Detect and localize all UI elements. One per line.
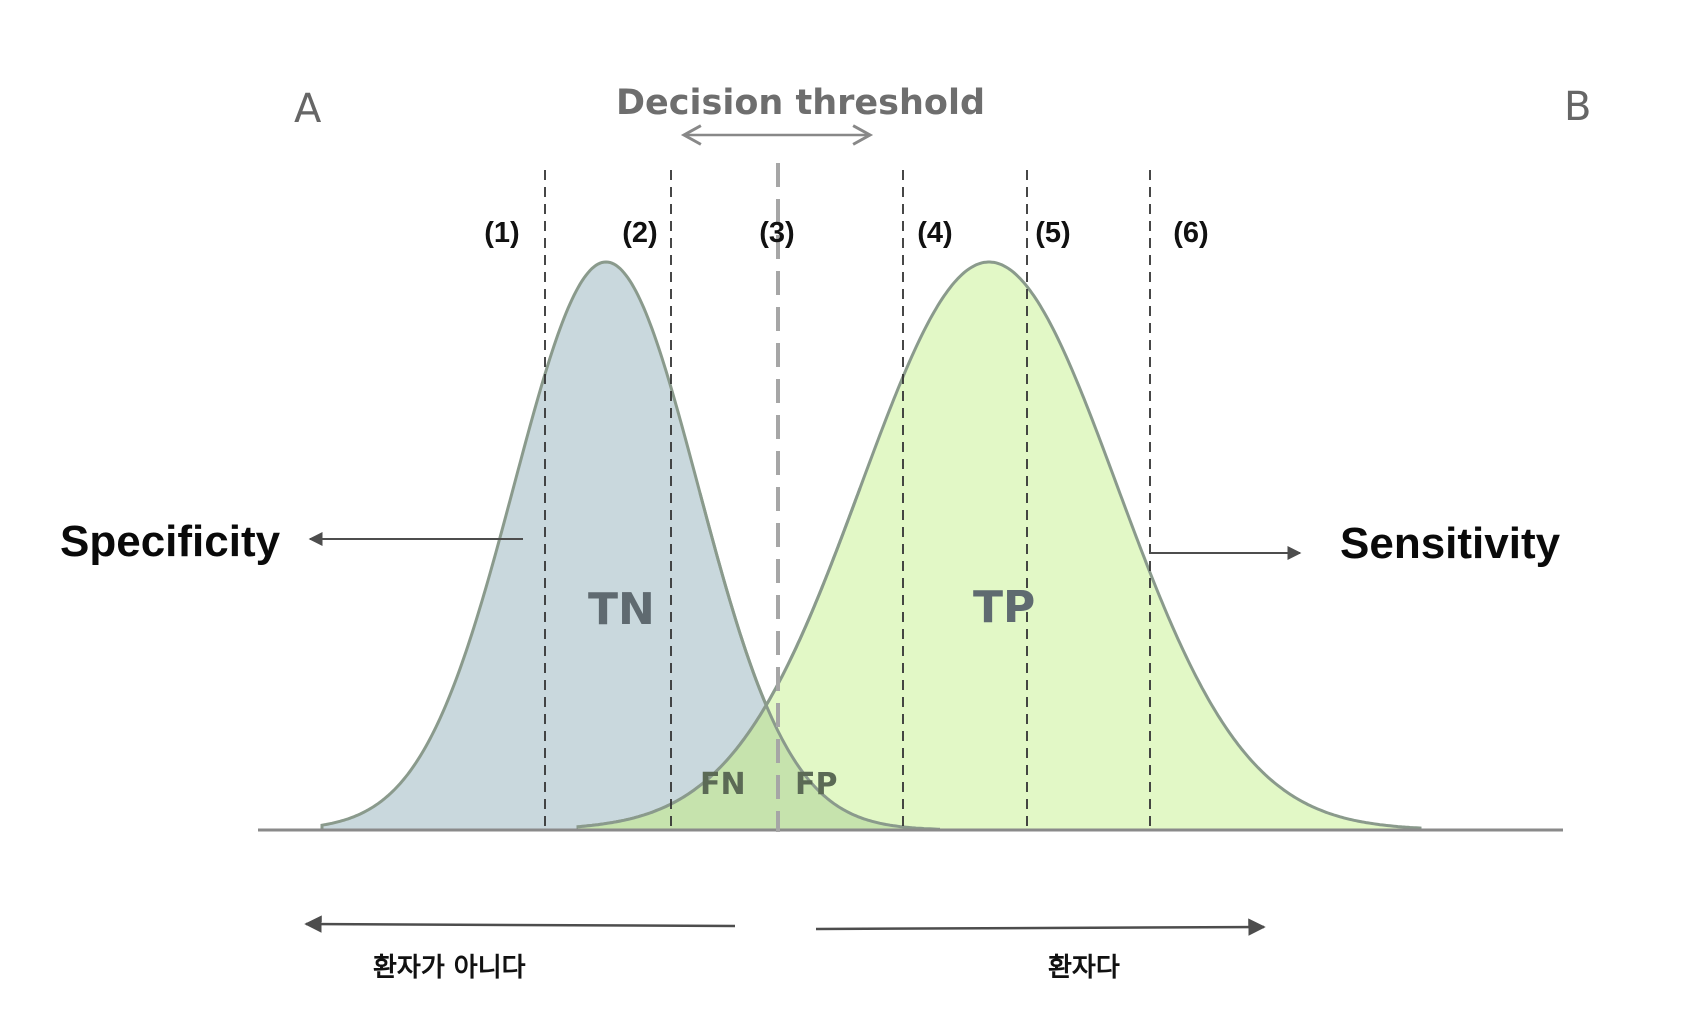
patient-label: 환자다 xyxy=(1048,953,1120,983)
threshold-label-3: (3) xyxy=(759,217,794,249)
fp-label: FP xyxy=(795,767,837,802)
tp-label: TP xyxy=(973,582,1035,633)
decision-threshold-title: Decision threshold xyxy=(616,83,985,123)
overlap-region xyxy=(578,705,940,830)
sensitivity-label: Sensitivity xyxy=(1340,519,1561,568)
fn-label: FN xyxy=(700,767,746,802)
negative-curve-outline xyxy=(698,492,940,831)
not-patient-label: 환자가 아니다 xyxy=(373,953,526,983)
threshold-label-4: (4) xyxy=(917,217,952,249)
patient-arrow xyxy=(815,918,1266,936)
not-patient-arrow xyxy=(304,915,736,933)
threshold-label-5: (5) xyxy=(1035,217,1070,249)
threshold-label-6: (6) xyxy=(1173,217,1208,249)
positive-curve-outline xyxy=(577,487,862,829)
threshold-label-1: (1) xyxy=(484,217,519,249)
tn-label: TN xyxy=(588,584,655,635)
corner-label-b: B xyxy=(1564,84,1591,130)
specificity-label: Specificity xyxy=(60,517,281,566)
corner-label-a: A xyxy=(294,86,322,132)
threshold-label-2: (2) xyxy=(622,217,657,249)
